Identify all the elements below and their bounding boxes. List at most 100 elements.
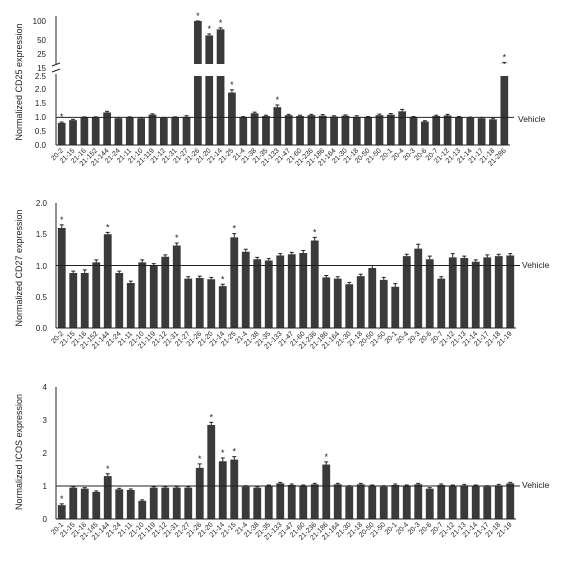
y-tick-label: 1.5 [35, 99, 47, 108]
bar [402, 486, 411, 519]
bar [161, 487, 170, 519]
bar [368, 268, 377, 328]
significance-star: * [207, 24, 211, 34]
significance-star: * [324, 452, 328, 462]
y-axis-label: Normalized ICOS expression [14, 394, 24, 510]
bar [307, 115, 316, 145]
significance-star: * [221, 274, 225, 284]
y-tick-label: 0.5 [36, 293, 48, 302]
bar [218, 286, 227, 328]
bar [230, 459, 239, 519]
bar [241, 251, 250, 328]
bar [448, 257, 457, 328]
bar [333, 278, 342, 328]
bar [230, 237, 239, 328]
bar [368, 486, 377, 519]
y-tick-label: 1.0 [36, 262, 48, 271]
bars: * * * * * * [57, 215, 515, 328]
significance-star: * [503, 52, 507, 62]
bar [437, 278, 446, 328]
bar [264, 260, 273, 328]
bar [425, 259, 434, 328]
y-tick-label: 1.5 [36, 230, 48, 239]
bar [115, 489, 124, 519]
bar [161, 256, 170, 328]
panel-cd25: Normalized CD25 expression 15 25 50 100 … [14, 11, 546, 168]
y-tick-label: 2.0 [35, 85, 47, 94]
y-axis-label: Normalized CD25 expression [14, 23, 24, 140]
bar [322, 277, 331, 328]
bar [69, 487, 78, 519]
bar [375, 115, 384, 145]
bar [330, 116, 338, 145]
significance-star: * [209, 412, 213, 422]
y-axis-label: Normalized CD27 expression [14, 209, 24, 326]
y-ticks-upper: 15 25 50 100 [33, 17, 47, 73]
bar [126, 283, 135, 328]
bar [466, 117, 475, 145]
bar [471, 486, 480, 519]
bar [471, 261, 480, 328]
significance-star: * [232, 447, 236, 457]
significance-star: * [198, 454, 202, 464]
bar [414, 484, 423, 519]
bar [345, 486, 354, 519]
bar [483, 486, 492, 519]
bar [182, 116, 191, 145]
bar [345, 284, 354, 328]
bar [228, 92, 236, 145]
bar [310, 484, 319, 519]
panel-icos: Normalized ICOS expression 0 1 2 3 4 ***… [14, 383, 550, 542]
y-tick-label: 0.0 [35, 141, 47, 150]
significance-star: * [106, 464, 110, 474]
category-labels: 20-221-1521-1621-15221-14421-2421-1121-1… [50, 330, 513, 350]
bar [195, 467, 204, 519]
bar [264, 486, 273, 519]
bar [239, 117, 248, 145]
category-labels: 20-221-1521-1621-15221-14421-2421-1121-1… [50, 147, 508, 167]
significance-star: * [106, 222, 110, 232]
significance-star: * [60, 494, 64, 504]
bar [138, 500, 147, 519]
bar [126, 489, 135, 519]
bar [322, 464, 331, 519]
significance-star: * [313, 227, 317, 237]
bars: ******* [57, 11, 509, 145]
bar [184, 487, 193, 519]
significance-star: * [230, 80, 234, 90]
bar [57, 228, 66, 328]
bar [341, 115, 350, 145]
bar [57, 505, 66, 519]
bar [455, 117, 463, 145]
bar [92, 262, 101, 328]
y-tick-label: 15 [37, 64, 46, 73]
bar [494, 256, 503, 328]
bar [391, 485, 400, 519]
y-tick-label: 100 [33, 17, 47, 26]
significance-star: * [219, 18, 223, 28]
bar [356, 484, 365, 519]
bar [506, 483, 515, 519]
bar-upper [194, 21, 202, 64]
bar [379, 279, 388, 328]
bar [287, 485, 296, 519]
bars: ******* [57, 412, 515, 519]
bar [184, 278, 193, 328]
bar [448, 486, 457, 519]
bar [500, 76, 509, 145]
y-tick-label: 1.0 [35, 113, 47, 122]
bar [114, 118, 123, 145]
bar [409, 117, 418, 145]
bar [460, 258, 469, 328]
bar [477, 118, 486, 145]
bar [276, 483, 285, 519]
y-tick-label: 2.5 [35, 72, 47, 81]
bar [352, 116, 361, 145]
bar [69, 120, 77, 145]
bar [364, 117, 372, 145]
bar [115, 273, 124, 328]
bar [69, 273, 78, 328]
significance-star: * [196, 11, 200, 21]
bar [318, 115, 327, 145]
bar [296, 116, 304, 145]
